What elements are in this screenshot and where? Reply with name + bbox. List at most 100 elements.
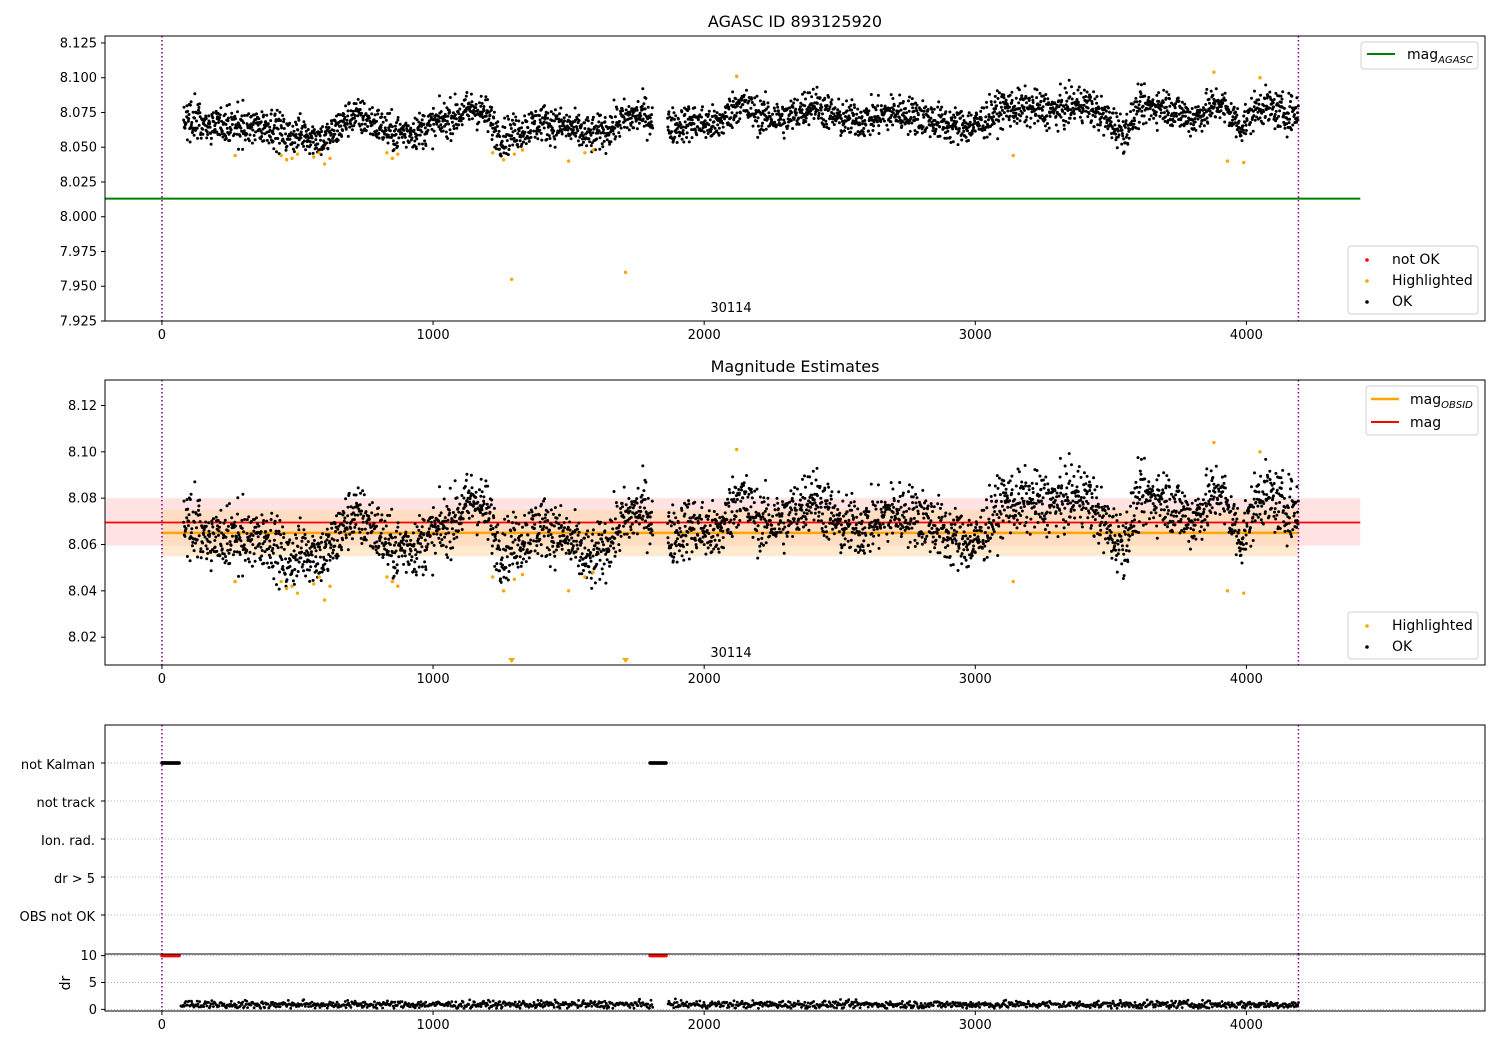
ok-point	[614, 550, 618, 554]
x-tick-label: 1000	[417, 328, 450, 343]
ok-point	[341, 129, 345, 132]
ok-point	[240, 526, 244, 530]
ok-point	[829, 114, 833, 118]
ok-point	[294, 553, 298, 557]
ok-point	[412, 542, 416, 546]
ok-point	[698, 513, 702, 517]
ok-point	[189, 531, 193, 535]
ok-point	[704, 125, 707, 129]
ok-point	[460, 528, 464, 531]
ok-point	[514, 119, 518, 122]
ok-point	[629, 528, 633, 532]
ok-point	[967, 111, 971, 115]
ok-point	[892, 108, 896, 112]
ok-point	[420, 124, 423, 128]
ok-point	[1066, 107, 1070, 111]
ok-point	[808, 91, 812, 95]
ok-point	[630, 522, 634, 526]
ok-point	[753, 521, 757, 525]
ok-point	[515, 554, 519, 558]
ok-point	[756, 556, 760, 560]
ok-point	[272, 124, 276, 127]
ok-point	[644, 96, 648, 100]
ok-point	[1139, 83, 1143, 87]
ok-point	[506, 514, 510, 518]
ok-point	[517, 129, 521, 133]
ok-point	[979, 118, 983, 122]
ok-point	[420, 130, 424, 134]
ok-point	[861, 130, 865, 134]
ok-point	[498, 135, 502, 138]
ok-point	[548, 553, 552, 556]
ok-point	[494, 129, 498, 133]
ok-point	[552, 129, 556, 133]
ok-point	[360, 111, 363, 115]
ok-point	[674, 544, 678, 548]
ok-point	[822, 118, 825, 122]
ok-point	[690, 550, 694, 554]
ok-point	[701, 500, 704, 504]
panel1-title: AGASC ID 893125920	[708, 12, 882, 31]
ok-point	[257, 117, 261, 121]
ok-point	[328, 558, 332, 562]
ok-point	[592, 548, 596, 551]
ok-point	[622, 485, 626, 489]
ok-point	[228, 130, 232, 134]
ok-point	[1046, 122, 1049, 125]
ok-point	[689, 528, 693, 532]
ok-point	[380, 518, 383, 522]
ok-point	[567, 538, 571, 542]
ok-point	[716, 123, 720, 127]
highlighted-point	[1225, 159, 1230, 163]
ok-point	[627, 497, 631, 500]
ok-point	[969, 113, 973, 117]
ok-point	[588, 556, 592, 560]
ok-point	[997, 119, 1001, 123]
ok-point	[869, 93, 873, 96]
ok-point	[225, 542, 229, 546]
ok-point	[747, 512, 751, 516]
ok-point	[1124, 135, 1128, 139]
ok-point	[576, 129, 580, 133]
ok-point	[494, 147, 498, 151]
ok-point	[269, 112, 273, 116]
ok-point	[590, 586, 594, 590]
ok-point	[634, 114, 638, 118]
ok-point	[409, 558, 413, 562]
ok-point	[280, 133, 284, 137]
ok-point	[211, 525, 215, 529]
ok-point	[1291, 123, 1295, 127]
ok-point	[448, 540, 452, 544]
ok-point	[550, 119, 554, 122]
ok-point	[587, 565, 591, 569]
ok-point	[731, 491, 735, 495]
ok-point	[228, 561, 232, 565]
ok-point	[384, 541, 388, 545]
ok-point	[431, 147, 435, 151]
ok-point	[269, 528, 273, 532]
ok-point	[782, 136, 786, 140]
ok-point	[852, 103, 856, 107]
ok-point	[240, 114, 244, 118]
ok-point	[230, 123, 234, 126]
ok-point	[827, 95, 831, 99]
ok-point	[1117, 133, 1121, 137]
ok-point	[567, 548, 571, 552]
ok-point	[612, 490, 616, 493]
ok-point	[296, 545, 300, 548]
ok-point	[555, 114, 559, 118]
ok-point	[193, 520, 196, 524]
ok-point	[309, 143, 313, 147]
ok-point	[496, 523, 500, 527]
ok-point	[576, 139, 580, 143]
ok-point	[257, 524, 261, 528]
ok-point	[484, 511, 488, 515]
ok-point	[580, 131, 584, 135]
ok-point	[291, 147, 295, 151]
ok-point	[1033, 121, 1037, 125]
ok-point	[672, 117, 676, 121]
ok-point	[398, 122, 402, 126]
ok-point	[605, 138, 609, 142]
ok-point	[627, 128, 631, 132]
ok-point	[972, 126, 976, 129]
